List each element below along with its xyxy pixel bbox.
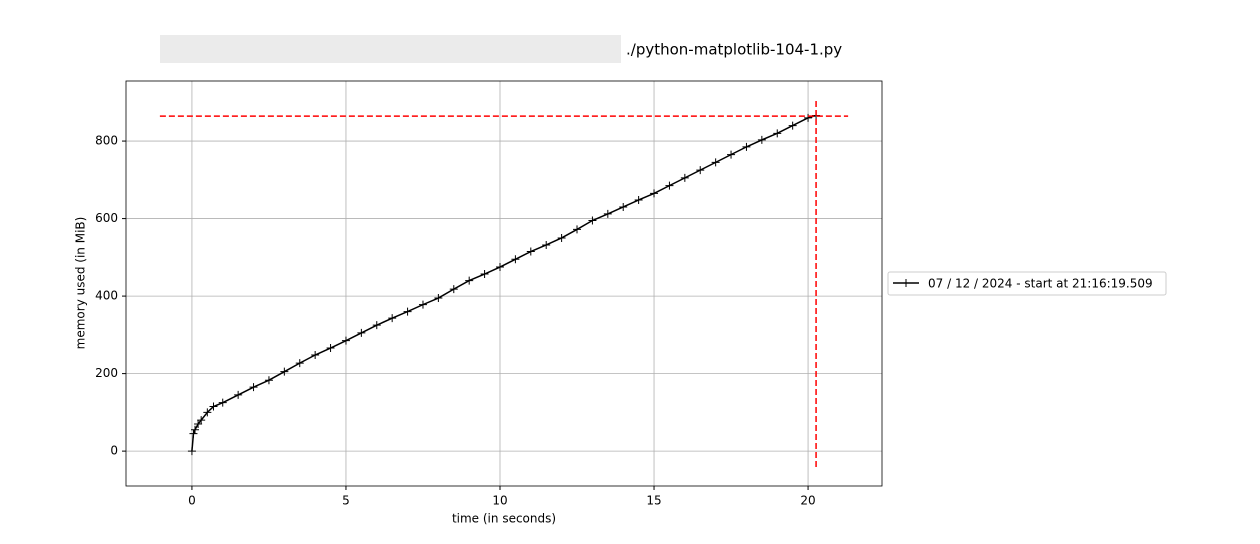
point-marker: [218, 398, 227, 407]
point-marker: [603, 209, 612, 218]
chart-title: ./python-matplotlib-104-1.py: [626, 41, 842, 59]
point-marker: [418, 300, 427, 309]
point-marker: [557, 233, 566, 242]
x-tick-label: 15: [646, 494, 661, 508]
point-marker: [280, 367, 289, 376]
point-marker: [511, 255, 520, 264]
point-marker: [711, 158, 720, 167]
point-marker: [372, 321, 381, 330]
point-marker: [680, 173, 689, 182]
point-marker: [249, 383, 258, 392]
point-marker: [573, 225, 582, 234]
point-marker: [449, 285, 458, 294]
point-marker: [465, 276, 474, 285]
x-tick-label: 0: [188, 494, 196, 508]
point-marker: [480, 270, 489, 279]
point-marker: [495, 263, 504, 272]
point-marker: [526, 247, 535, 256]
x-tick-label: 5: [342, 494, 350, 508]
point-marker: [197, 416, 206, 425]
y-tick-label: 800: [95, 134, 118, 148]
point-marker: [311, 351, 320, 360]
plot-frame: [125, 80, 883, 487]
y-tick-label: 600: [95, 211, 118, 225]
x-tick-label: 10: [492, 494, 507, 508]
legend-label: 07 / 12 / 2024 - start at 21:16:19.509: [928, 277, 1153, 291]
point-marker: [388, 314, 397, 323]
data-line: [191, 114, 817, 452]
point-marker: [357, 328, 366, 337]
point-marker: [757, 135, 766, 144]
legend-box: [887, 271, 1167, 296]
point-marker: [234, 390, 243, 399]
y-axis-label: memory used (in MiB): [74, 217, 88, 350]
y-tick-label: 200: [95, 366, 118, 380]
y-tick-label: 400: [95, 289, 118, 303]
point-marker: [189, 429, 198, 438]
point-marker: [326, 344, 335, 353]
point-marker: [191, 425, 200, 434]
point-marker: [727, 150, 736, 159]
point-marker: [209, 402, 218, 411]
point-marker: [804, 113, 813, 122]
point-marker: [696, 166, 705, 175]
point-marker: [341, 336, 350, 345]
x-tick-label: 20: [800, 494, 815, 508]
point-marker: [203, 408, 212, 417]
point-marker: [264, 376, 273, 385]
point-marker: [773, 129, 782, 138]
point-marker: [434, 294, 443, 303]
legend-marker: [902, 279, 910, 287]
point-marker: [788, 121, 797, 130]
redacted-box: [160, 35, 621, 63]
point-marker: [650, 189, 659, 198]
point-marker: [742, 142, 751, 151]
point-marker: [634, 195, 643, 204]
point-marker: [295, 359, 304, 368]
point-marker: [187, 447, 196, 456]
point-marker: [588, 216, 597, 225]
point-marker: [403, 307, 412, 316]
point-marker: [619, 202, 628, 211]
point-marker: [542, 240, 551, 249]
y-tick-label: 0: [110, 444, 118, 458]
point-marker: [665, 181, 674, 190]
x-axis-label: time (in seconds): [452, 512, 556, 526]
